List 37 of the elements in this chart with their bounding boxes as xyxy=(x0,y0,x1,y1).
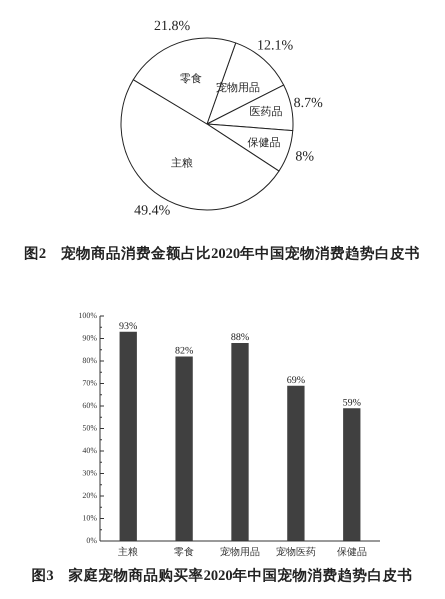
slice-label: 主粮 xyxy=(170,156,193,170)
y-tick-label: 90% xyxy=(82,333,98,342)
bar xyxy=(231,343,249,541)
x-tick-label: 宠物医药 xyxy=(276,546,316,558)
data-label: 21.8% xyxy=(154,19,191,34)
bar xyxy=(120,332,137,541)
x-tick-label: 保健品 xyxy=(336,547,367,558)
data-label: 69% xyxy=(286,374,306,386)
y-tick-label: 30% xyxy=(82,468,98,478)
y-tick-label: 80% xyxy=(82,356,98,365)
bar xyxy=(343,408,360,541)
slice-label: 保健品 xyxy=(247,136,280,149)
y-tick-label: 40% xyxy=(82,446,98,455)
data-label: 8.7% xyxy=(294,96,324,112)
data-label: 49.4% xyxy=(134,204,171,219)
slice-label: 医药品 xyxy=(250,104,283,118)
y-tick-label: 0% xyxy=(86,536,98,545)
data-label: 88% xyxy=(230,332,250,343)
slice-label: 零食 xyxy=(180,73,202,86)
text: 图2 宠物商品消费金额占比2020年中国宠物消费趋势白皮书 xyxy=(24,244,420,262)
x-tick-label: 主粮 xyxy=(118,546,138,558)
x-tick-label: 零食 xyxy=(174,546,194,558)
x-tick-label: 宠物用品 xyxy=(220,546,260,558)
bar xyxy=(287,386,305,541)
text: 图3 家庭宠物商品购买率2020年中国宠物消费趋势白皮书 xyxy=(31,566,413,584)
bar xyxy=(175,356,193,541)
y-tick-label: 20% xyxy=(82,490,98,500)
data-label: 59% xyxy=(342,397,361,408)
y-tick-label: 10% xyxy=(82,513,98,522)
data-label: 93% xyxy=(119,320,138,332)
y-tick-label: 70% xyxy=(82,378,98,388)
data-label: 82% xyxy=(174,346,194,356)
y-tick-label: 100% xyxy=(78,310,98,320)
y-tick-label: 60% xyxy=(82,400,98,410)
data-label: 8% xyxy=(295,149,314,164)
data-label: 12.1% xyxy=(257,38,294,54)
y-tick-label: 50% xyxy=(82,423,98,432)
